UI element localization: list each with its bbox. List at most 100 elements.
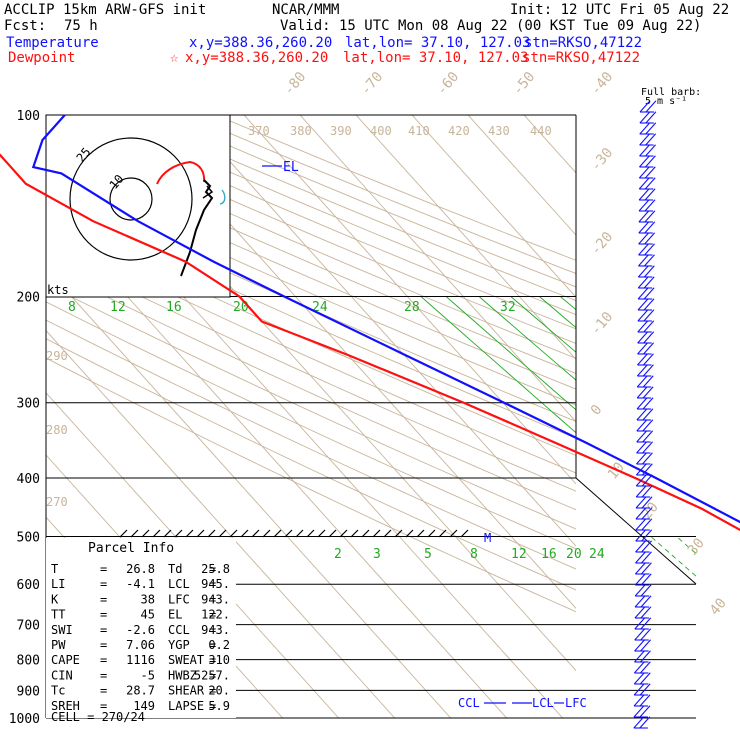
wind-barb-feather [634, 584, 646, 597]
cell-motion: CELL = 270/24 [51, 710, 145, 724]
wind-barb-feather [640, 650, 651, 663]
wind-barb-feather [643, 309, 655, 322]
wind-barb-feather [637, 331, 649, 344]
theta-label: 280 [46, 423, 68, 437]
dew-star-icon: ☆ [170, 50, 179, 66]
wind-barb-feather [641, 496, 653, 509]
hatch-mark [251, 529, 260, 538]
parcel-info-v2: 5.9 [208, 699, 230, 713]
parcel-info-equals: = [209, 592, 216, 606]
wind-barb-feather [638, 221, 650, 234]
fcst-label: Fcst: [4, 18, 47, 34]
wind-barb-feather [643, 320, 655, 333]
hatch-mark [152, 529, 161, 538]
wind-barb-feather [635, 529, 647, 542]
hatch-mark [273, 529, 282, 538]
parcel-info-v1: 149 [133, 699, 155, 713]
wind-barb-feather [639, 716, 651, 729]
dry-adiabat [46, 266, 576, 511]
parcel-info-v1: -4.1 [126, 577, 155, 591]
wind-barb-feather [638, 254, 649, 267]
theta-label: 420 [448, 124, 470, 138]
hatch-mark [383, 529, 392, 538]
wind-barb-feather [635, 540, 647, 553]
isotherm-label: -10 [588, 309, 617, 339]
pressure-label: 300 [17, 397, 40, 412]
parcel-info-equals: = [209, 699, 216, 713]
parcel-info-v1: 28.7 [126, 684, 155, 698]
wind-barb-feather [642, 386, 654, 399]
mixing-ratio-line [420, 296, 576, 434]
wind-barb-feather [643, 276, 655, 289]
isotherm-line [46, 267, 452, 718]
hatch-mark [405, 529, 414, 538]
temperature-profile [31, 114, 740, 524]
wind-barb-feather [641, 540, 653, 553]
wind-barb-feather [645, 122, 657, 135]
parcel-info-k1: SWI [51, 623, 73, 637]
wind-barb-feather [644, 243, 655, 256]
hatch-mark [317, 529, 326, 538]
parcel-info-k2: YGP [168, 638, 190, 652]
parcel-info-k2: SHEAR [168, 684, 205, 698]
hatch-mark [416, 529, 425, 538]
parcel-info-equals: = [100, 623, 107, 637]
wind-barb-feather [644, 210, 656, 223]
parcel-info-k1: T [51, 562, 58, 576]
wind-barb-feather [642, 397, 654, 410]
parcel-info-k2: CCL [168, 623, 190, 637]
wind-barb-feather [640, 573, 652, 586]
parcel-info-v2: 945. [201, 577, 230, 591]
dry-adiabat [46, 129, 576, 359]
hatch-mark [163, 529, 172, 538]
wind-barb-feather [636, 375, 648, 388]
hatch-mark [427, 529, 436, 538]
parcel-info-k2: LCL [168, 577, 190, 591]
wind-barb-feather [634, 573, 646, 586]
parcel-info-k2: EL [168, 608, 182, 622]
parcel-info-v2: 310 [208, 653, 230, 667]
dry-adiabat [215, 115, 576, 261]
wind-barb-feather [639, 694, 651, 707]
dry-adiabat [46, 338, 576, 591]
wind-barb-feather [634, 650, 645, 663]
wind-barb-feather [641, 551, 652, 564]
theta-label: 440 [530, 124, 552, 138]
profile-annotations: EL M CCL LCL LFC [262, 160, 587, 710]
dry-adiabat [46, 217, 576, 456]
theta-labels: 370 380 390 400 410 420 430 440 290 280 270 [46, 124, 552, 509]
wind-barb-feather [636, 441, 648, 454]
parcel-info-equals: = [100, 592, 107, 606]
parcel-info-k1: LI [51, 577, 65, 591]
wind-barb-feather [644, 254, 655, 267]
wind-barb-feather [636, 364, 648, 377]
wind-barb-feather [638, 166, 650, 179]
hatch-mark [306, 529, 315, 538]
wind-barb-feather [635, 551, 646, 564]
model-title: ACCLIP 15km ARW-GFS init [4, 2, 207, 18]
wind-barb-feather [641, 529, 653, 542]
parcel-info-k1: TT [51, 608, 65, 622]
wind-barb-feather [640, 606, 652, 619]
parcel-info-equals: = [100, 699, 107, 713]
dew-xy: x,y=388.36,260.20 [185, 50, 329, 66]
wind-barb-feather [644, 188, 656, 201]
parcel-info-v2: 20. [208, 684, 230, 698]
isotherm-label: 30 [685, 535, 708, 558]
wind-barb-feather [638, 210, 650, 223]
parcel-info-equals: = [100, 608, 107, 622]
pressure-label: 500 [17, 530, 40, 545]
wind-barb-feather [638, 232, 650, 245]
cloud-hatch-marks [119, 529, 469, 538]
parcel-info-k1: PW [51, 638, 66, 652]
parcel-info-equals: = [100, 684, 107, 698]
isotherm-label: -50 [510, 69, 539, 99]
temp-xy: x,y=388.36,260.20 [189, 35, 333, 51]
pressure-label: 1000 [9, 712, 40, 727]
barb-key-line1: Full barb: [641, 87, 701, 98]
wind-barb-feather [645, 144, 656, 157]
parcel-info-equals: = [209, 653, 216, 667]
mixing-ratio-label-lower: 8 [470, 547, 478, 562]
hatch-mark [240, 529, 249, 538]
hatch-mark [438, 529, 447, 538]
